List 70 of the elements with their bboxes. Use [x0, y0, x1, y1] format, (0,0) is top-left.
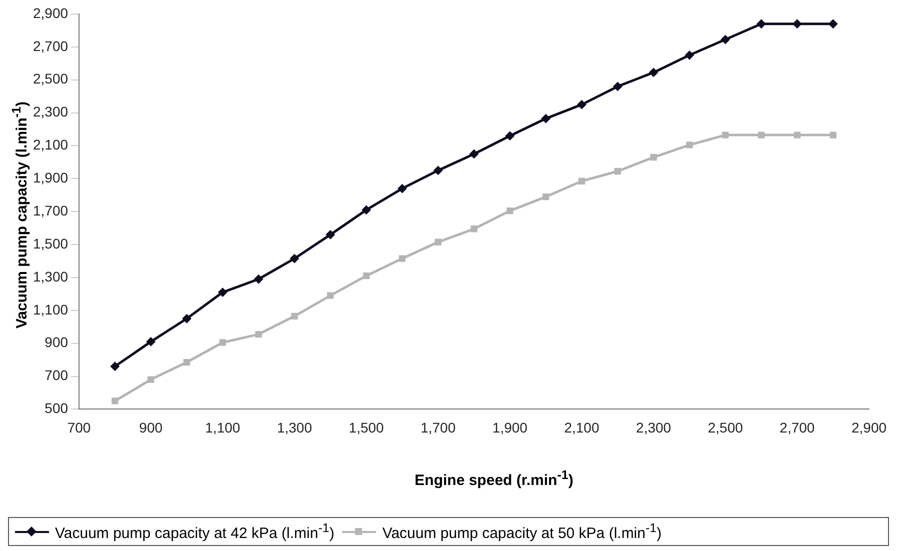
y-tick-label: 900: [44, 334, 68, 350]
x-tick-label: 900: [139, 419, 163, 436]
y-tick-label: 1,500: [32, 235, 68, 252]
point: [830, 132, 836, 138]
y-tick-label: 1,100: [32, 301, 68, 318]
x-tick-label: 1,300: [276, 419, 312, 436]
point: [506, 207, 514, 214]
x-tick-label: 1,500: [348, 419, 384, 436]
x-tick-label: 1,100: [205, 419, 240, 436]
y-tick-label: 2,500: [32, 70, 68, 87]
y-tick-label: 2,900: [32, 4, 68, 21]
point: [183, 358, 190, 366]
point: [290, 254, 299, 264]
point: [327, 292, 334, 299]
point: [434, 166, 443, 175]
point: [650, 154, 657, 161]
point: [112, 398, 118, 404]
x-tick-label: 1,900: [492, 419, 528, 436]
point: [218, 288, 228, 297]
point: [578, 178, 586, 184]
point: [577, 100, 586, 110]
legend-label: Vacuum pump capacity at 42 kPa (l.min$^{-1}$): [55, 521, 334, 542]
point: [470, 149, 479, 158]
x-tick-label: 2,900: [851, 419, 887, 436]
x-tick-label: 2,300: [636, 419, 672, 436]
point: [792, 19, 802, 28]
point: [722, 132, 729, 138]
x-tick-label: 2,700: [780, 419, 815, 436]
y-tick-label: 500: [44, 400, 68, 416]
point: [291, 312, 298, 320]
legend-label: Vacuum pump capacity at 50 kPa (l.min$^{-1}$): [382, 521, 662, 542]
point: [110, 362, 120, 371]
y-tick-label: 1,300: [32, 268, 68, 284]
point: [720, 35, 730, 44]
point: [756, 19, 766, 28]
point: [254, 274, 264, 284]
point: [541, 114, 550, 124]
point: [828, 19, 838, 28]
point: [219, 339, 226, 346]
x-tick-label: 2,100: [564, 419, 600, 436]
point: [146, 337, 156, 346]
point: [542, 193, 550, 200]
y-tick-label: 1,900: [32, 170, 68, 186]
x-tick-label: 2,500: [708, 419, 744, 436]
point: [794, 132, 801, 138]
point: [182, 314, 192, 324]
point: [326, 230, 335, 240]
y-tick-label: 1,700: [32, 202, 68, 218]
point: [758, 132, 765, 138]
point: [505, 131, 514, 140]
x-axis-title: Engine speed (r.min$^{-1}$): [414, 468, 574, 489]
point: [148, 376, 154, 383]
y-tick-label: 700: [44, 367, 68, 384]
x-tick-label: 1,700: [420, 419, 456, 436]
point: [398, 184, 407, 194]
point: [614, 168, 621, 175]
point: [684, 50, 694, 60]
point: [362, 205, 371, 214]
point: [362, 272, 370, 280]
y-tick-label: 2,700: [32, 38, 68, 54]
point: [434, 238, 442, 246]
x-tick-label: 700: [67, 419, 91, 436]
point: [398, 255, 406, 262]
point: [686, 142, 693, 148]
point: [649, 68, 658, 77]
point: [255, 330, 262, 338]
point: [613, 82, 622, 91]
y-tick-label: 2,100: [32, 136, 68, 153]
y-tick-label: 2,300: [32, 104, 68, 120]
point: [470, 226, 478, 232]
